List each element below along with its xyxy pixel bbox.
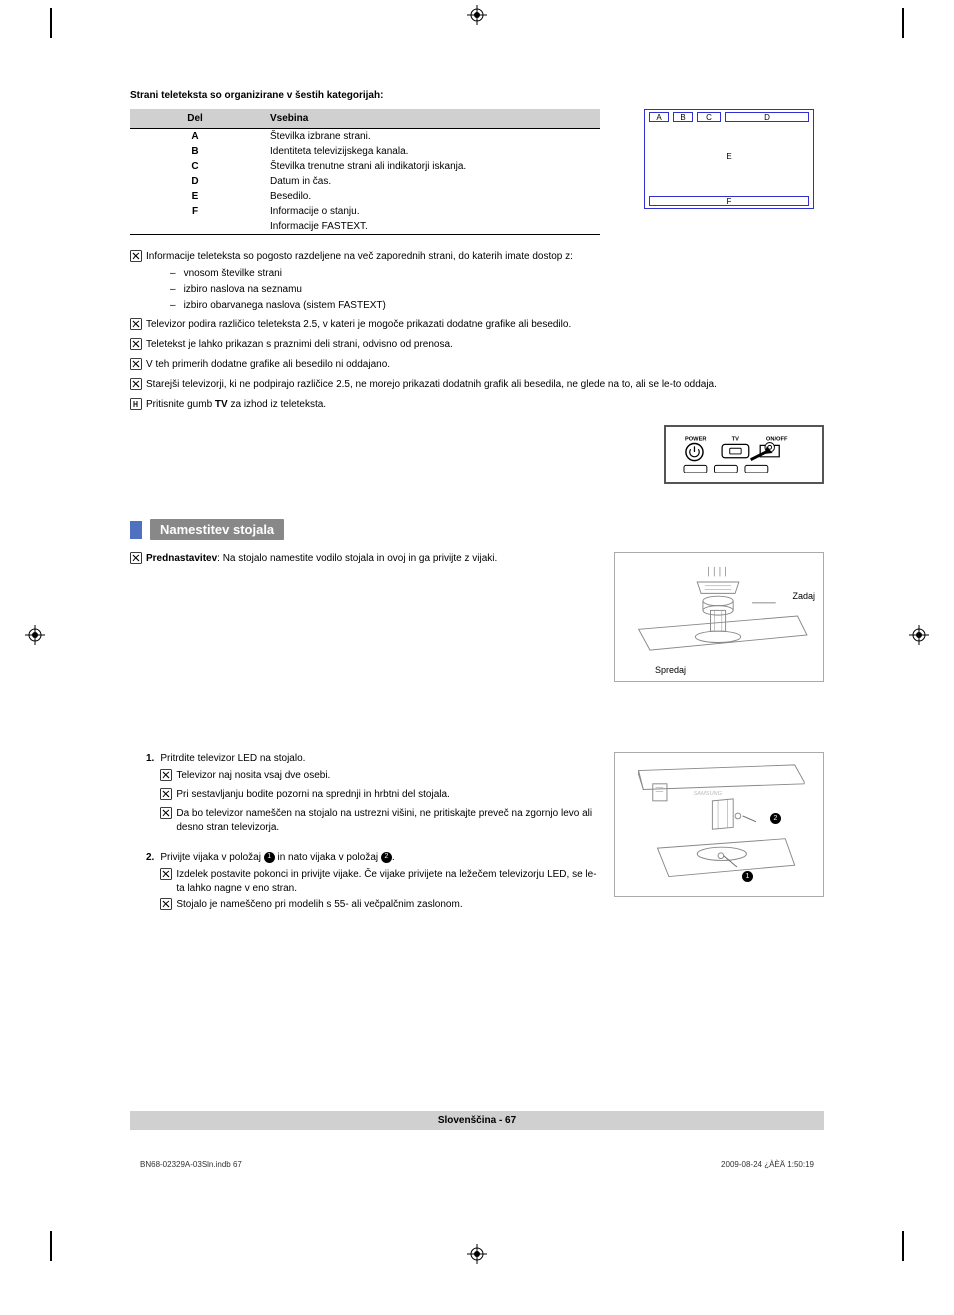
section-title: Namestitev stojala: [150, 519, 284, 540]
table-header-vsebina: Vsebina: [260, 109, 600, 129]
tv-label: TV: [732, 437, 739, 443]
note-text: Starejši televizorji, ki ne podpirajo ra…: [146, 378, 717, 395]
table-header-del: Del: [130, 109, 260, 129]
list-number: 2.: [146, 851, 154, 925]
registration-mark-icon: [25, 625, 45, 645]
note-item: Teletekst je lahko prikazan s praznimi d…: [130, 338, 824, 355]
list-text: Privijte vijaka v položaj 1 in nato vija…: [160, 852, 394, 863]
note-item: Prednastavitev: Na stojalo namestite vod…: [130, 552, 599, 569]
svg-text:SAMSUNG: SAMSUNG: [693, 791, 722, 797]
list-item: 1. Pritrdite televizor LED na stojalo. T…: [146, 752, 599, 845]
note-icon: [130, 378, 146, 395]
section-accent-bar: [130, 521, 142, 539]
note-item: V teh primerih dodatne grafike ali besed…: [130, 358, 824, 375]
table-row: CŠtevilka trenutne strani ali indikatorj…: [130, 159, 600, 174]
note-icon: [160, 868, 176, 896]
diagram-box-d: D: [725, 112, 809, 122]
note-icon: [160, 898, 176, 915]
note-text: V teh primerih dodatne grafike ali besed…: [146, 358, 390, 375]
note-text: Prednastavitev: Na stojalo namestite vod…: [146, 552, 497, 569]
table-row: DDatum in čas.: [130, 174, 600, 189]
crop-mark: [902, 8, 904, 38]
note-icon: [160, 807, 176, 835]
note-icon: [130, 358, 146, 375]
note-text: Pritisnite gumb TV za izhod iz teletekst…: [146, 398, 326, 415]
registration-mark-icon: [467, 5, 487, 25]
label-spredaj: Spredaj: [655, 665, 686, 675]
callout-2-inline: 2: [381, 852, 392, 863]
note-item: Televizor podira različico teleteksta 2.…: [130, 318, 824, 335]
sub-note: izbiro naslova na seznamu: [170, 283, 573, 297]
note-item: Starejši televizorji, ki ne podpirajo ra…: [130, 378, 824, 395]
note-text: Izdelek postavite pokonci in privijte vi…: [176, 868, 599, 896]
button-hint-icon: [130, 398, 146, 415]
table-row: Informacije FASTEXT.: [130, 219, 600, 235]
note-text: Televizor podira različico teleteksta 2.…: [146, 318, 571, 335]
table-row: BIdentiteta televizijskega kanala.: [130, 144, 600, 159]
callout-1-inline: 1: [264, 852, 275, 863]
note-item: Izdelek postavite pokonci in privijte vi…: [160, 868, 599, 896]
note-text: Teletekst je lahko prikazan s praznimi d…: [146, 338, 453, 355]
list-text: Pritrdite televizor LED na stojalo.: [160, 753, 305, 764]
note-item: Pritisnite gumb TV za izhod iz teletekst…: [130, 398, 824, 415]
registration-mark-icon: [467, 1244, 487, 1264]
note-icon: [130, 318, 146, 335]
note-text: Da bo televizor nameščen na stojalo na u…: [176, 807, 599, 835]
teletext-parts-table: Del Vsebina AŠtevilka izbrane strani. BI…: [130, 109, 600, 235]
note-item: Da bo televizor nameščen na stojalo na u…: [160, 807, 599, 835]
diagram-box-e: E: [649, 126, 809, 190]
section-heading: Strani teleteksta so organizirane v šest…: [130, 90, 824, 101]
diagram-box-a: A: [649, 112, 669, 122]
onoff-label: ON/OFF: [766, 437, 788, 443]
note-item: Televizor naj nosita vsaj dve osebi.: [160, 769, 599, 786]
table-row: EBesedilo.: [130, 189, 600, 204]
diagram-box-c: C: [697, 112, 721, 122]
diagram-box-b: B: [673, 112, 693, 122]
list-number: 1.: [146, 752, 154, 845]
label-zadaj: Zadaj: [792, 591, 815, 601]
table-row: AŠtevilka izbrane strani.: [130, 129, 600, 145]
note-text: Pri sestavljanju bodite pozorni na spred…: [176, 788, 450, 805]
sub-note: izbiro obarvanega naslova (sistem FASTEX…: [170, 299, 573, 313]
diagram-box-f: F: [649, 196, 809, 206]
registration-mark-icon: [909, 625, 929, 645]
remote-control-figure: POWER TV ON/OFF: [664, 425, 824, 484]
stand-assembly-figure-1: Zadaj Spredaj: [614, 552, 824, 682]
note-item: Informacije teleteksta so pogosto razdel…: [130, 250, 824, 315]
note-text: Informacije teleteksta so pogosto razdel…: [146, 251, 573, 262]
table-row: FInformacije o stanju.: [130, 204, 600, 219]
teletext-layout-diagram: A B C D E F: [644, 109, 814, 209]
page-footer: Slovenščina - 67: [130, 1111, 824, 1130]
crop-mark: [50, 8, 52, 38]
crop-mark: [50, 1231, 52, 1261]
note-text: Stojalo je nameščeno pri modelih s 55- a…: [176, 898, 462, 915]
note-icon: [130, 552, 146, 569]
callout-1: 1: [742, 871, 753, 882]
stand-assembly-figure-2: SAMSUNG 2 1: [614, 752, 824, 897]
note-text: Televizor naj nosita vsaj dve osebi.: [176, 769, 330, 786]
footer-filename: BN68-02329A-03Sln.indb 67: [140, 1160, 242, 1169]
note-icon: [160, 788, 176, 805]
note-icon: [130, 250, 146, 315]
sub-note: vnosom številke strani: [170, 267, 573, 281]
list-item: 2. Privijte vijaka v položaj 1 in nato v…: [146, 851, 599, 925]
footer-timestamp: 2009-08-24 ¿ÀÈÄ 1:50:19: [721, 1160, 814, 1169]
crop-mark: [902, 1231, 904, 1261]
note-icon: [130, 338, 146, 355]
note-item: Stojalo je nameščeno pri modelih s 55- a…: [160, 898, 599, 915]
power-label: POWER: [685, 437, 707, 443]
callout-2: 2: [770, 813, 781, 824]
note-item: Pri sestavljanju bodite pozorni na spred…: [160, 788, 599, 805]
note-icon: [160, 769, 176, 786]
